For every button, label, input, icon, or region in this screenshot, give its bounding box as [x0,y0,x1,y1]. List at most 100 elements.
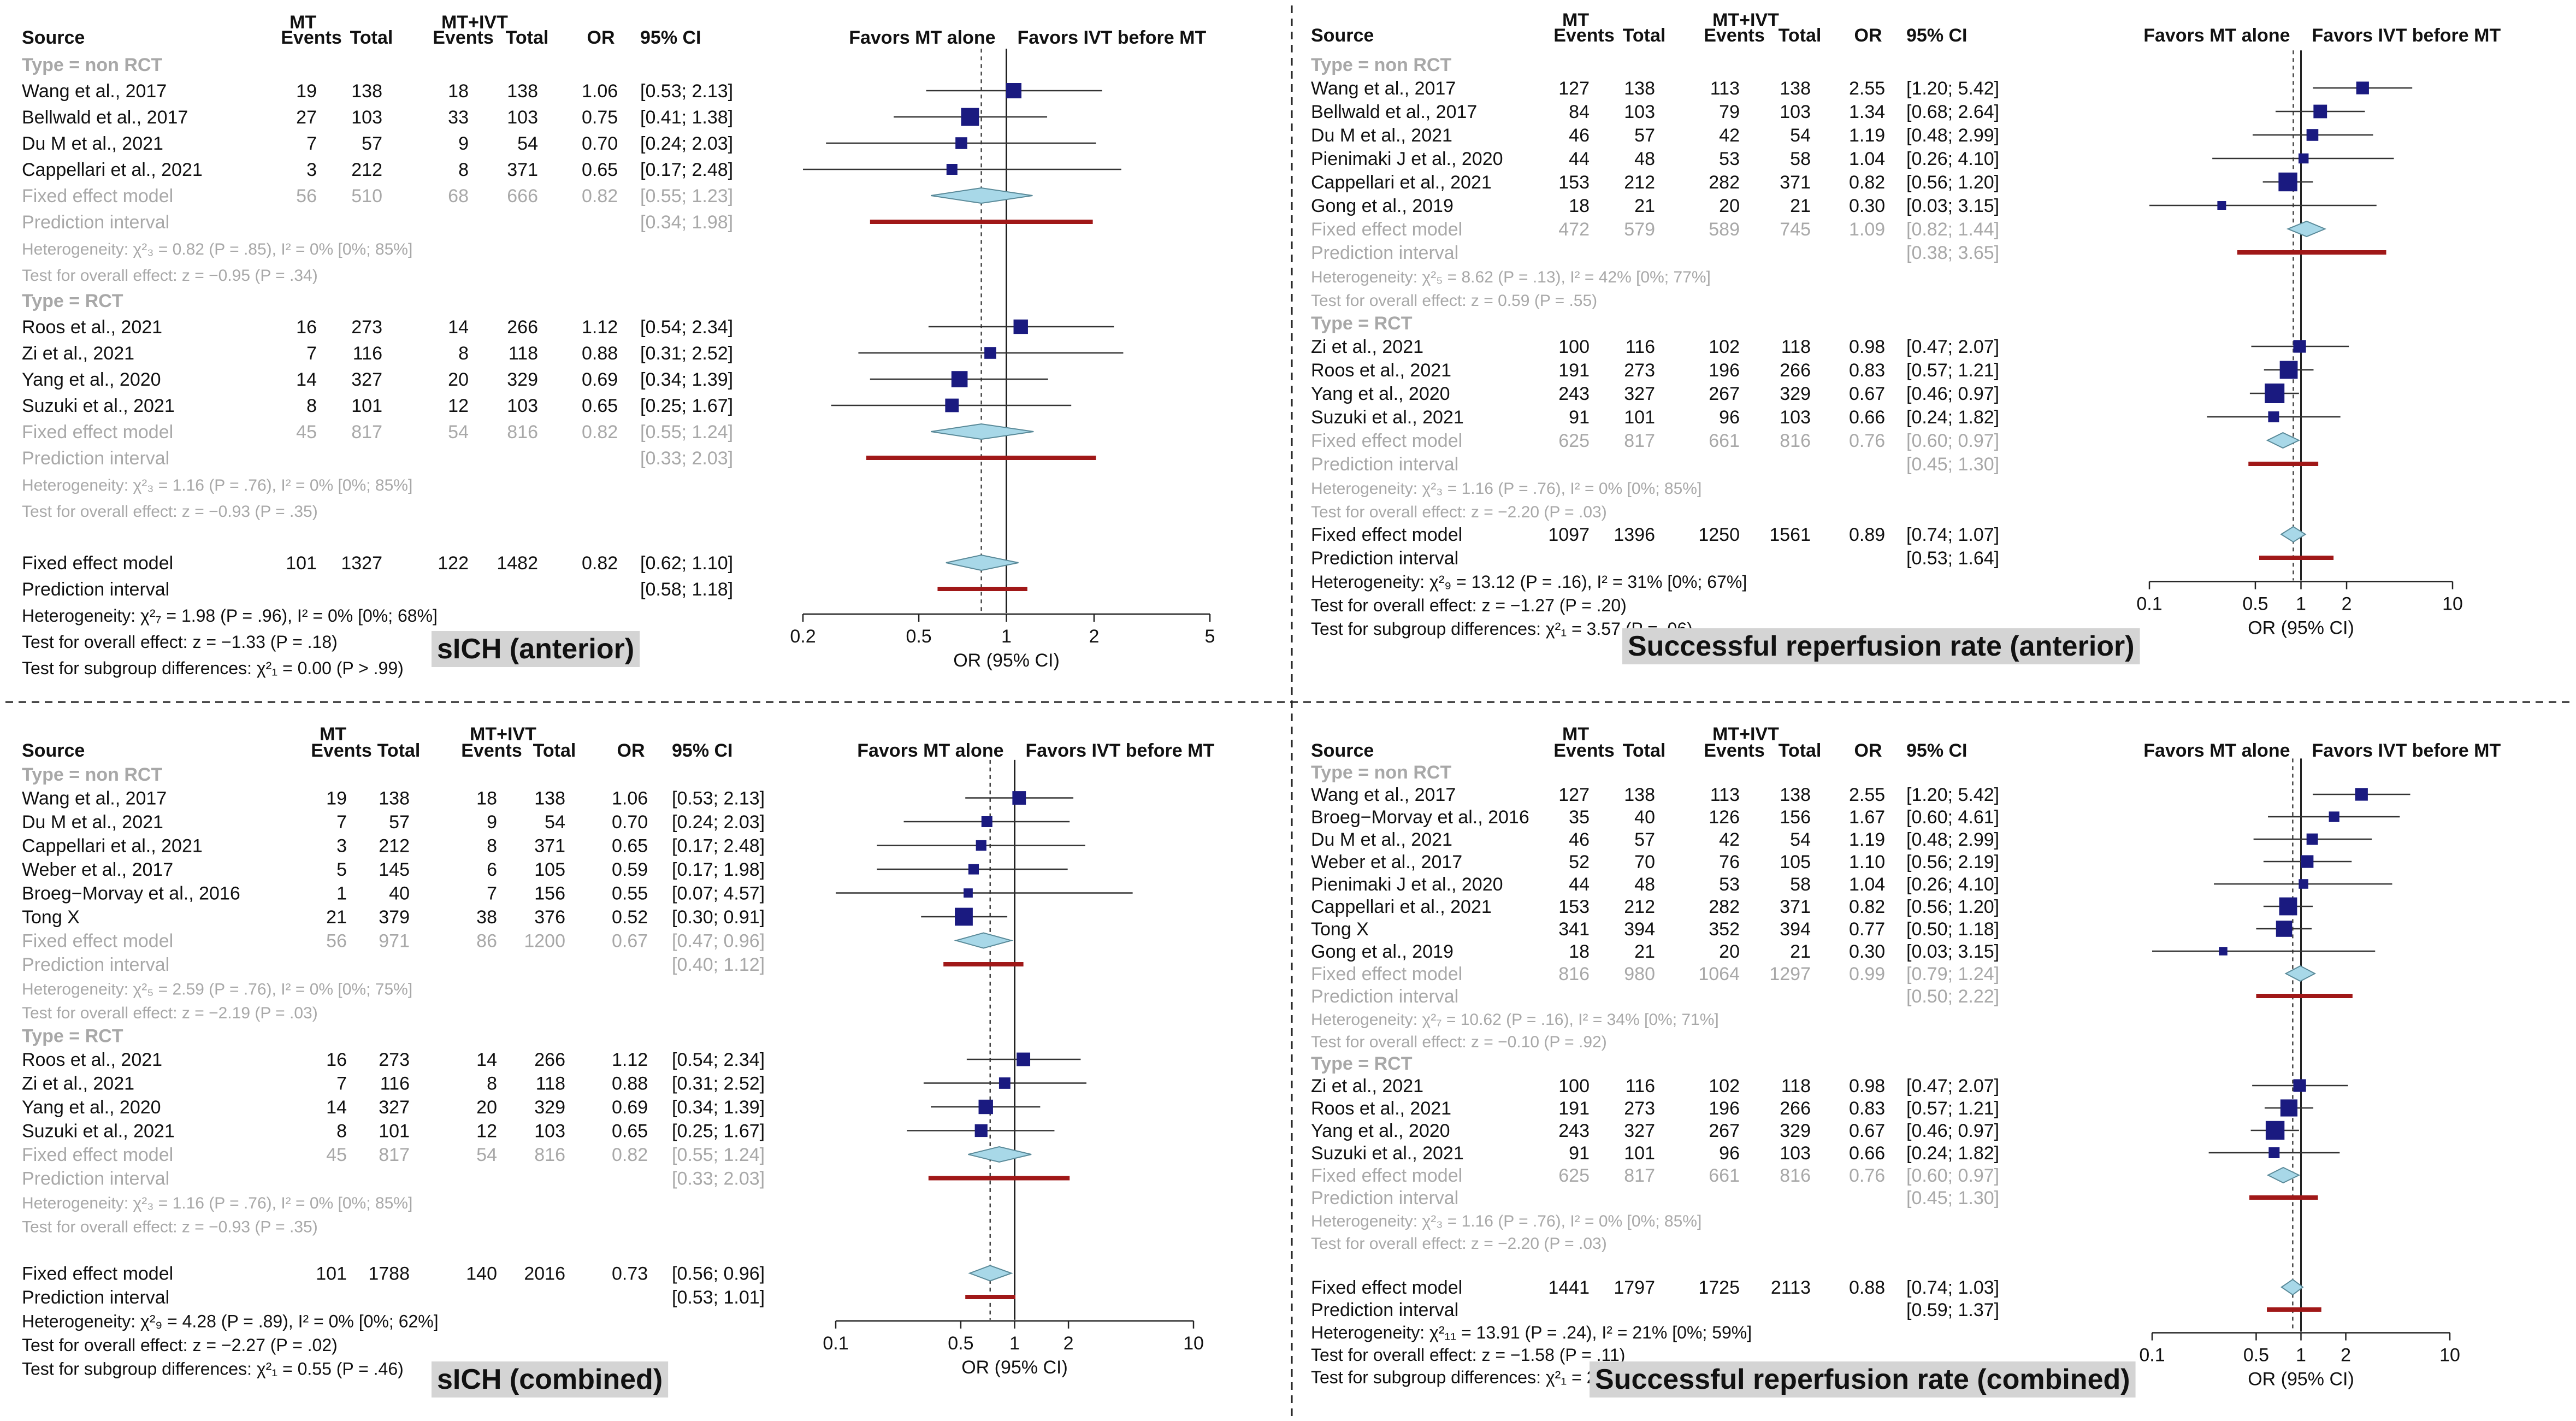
study-point-square [2293,340,2306,353]
panel-caption: Successful reperfusion rate (anterior) [1628,630,2135,662]
prediction-interval-label: Prediction interval [22,212,169,233]
study-point-square [2265,384,2285,403]
header-favors-right: Favors IVT before MT [1018,27,1207,48]
or-value: 1.34 [1849,102,1885,122]
ci-value: [0.57; 1.21] [1906,1098,1999,1119]
mtivt-total: 105 [1780,852,1811,872]
x-tick-label: 1 [2296,594,2306,615]
study-label: Du M et al., 2021 [22,133,163,154]
x-tick-label: 0.5 [948,1333,973,1354]
or-value: 0.77 [1849,919,1885,940]
study-point-square [2299,153,2309,164]
mt-events: 816 [1558,964,1590,984]
ci-value: [0.60; 4.61] [1906,807,1999,828]
or-value: 0.82 [582,422,618,443]
prediction-interval-label: Prediction interval [22,1287,169,1308]
ci-value: [0.03; 3.15] [1906,941,1999,962]
mt-total: 138 [379,788,410,809]
study-label: Zi et al., 2021 [1311,337,1423,357]
study-label: Du M et al., 2021 [22,812,163,833]
subgroup-label: Type = non RCT [22,55,162,75]
header-source: Source [22,740,85,761]
mtivt-events: 33 [448,107,469,128]
or-value: 0.52 [612,907,648,928]
panel-caption: sICH (anterior) [437,633,634,665]
ci-value: [0.55; 1.24] [640,422,733,443]
or-value: 0.88 [582,343,618,364]
stat-note: Test for subgroup differences: χ²₁ = 0.0… [22,658,404,678]
mtivt-total: 816 [507,422,538,443]
x-tick-label: 5 [1205,626,1215,647]
or-value: 0.65 [582,160,618,180]
mtivt-events: 196 [1709,1098,1740,1119]
header-ci: 95% CI [1906,740,1968,761]
study-label: Gong et al., 2019 [1311,196,1454,216]
or-value: 0.76 [1849,431,1885,451]
x-axis-label: OR (95% CI) [2248,618,2354,639]
mtivt-total: 266 [534,1049,565,1070]
ci-value: [0.74; 1.03] [1906,1277,1999,1298]
mt-total: 138 [351,81,382,102]
stat-note: Test for overall effect: z = −0.93 (P = … [22,1218,318,1236]
mtivt-total: 816 [1780,1165,1811,1186]
panel-caption: sICH (combined) [437,1364,663,1395]
header-ci: 95% CI [672,740,733,761]
mtivt-events: 140 [466,1264,497,1284]
caption-background [432,631,640,667]
mt-events: 44 [1569,874,1590,895]
mt-total: 101 [379,1121,410,1142]
prediction-interval-label: Prediction interval [22,448,169,469]
study-point-square [2265,1121,2285,1140]
mt-events: 56 [296,186,317,207]
mtivt-events: 352 [1709,919,1740,940]
ci-value: [0.55; 1.24] [672,1145,765,1165]
mt-total: 579 [1624,219,1655,240]
mt-total: 48 [1634,149,1655,169]
or-value: 0.75 [582,107,618,128]
header-mtivt: MT+IVT [1712,724,1779,745]
ci-value: [0.31; 2.52] [640,343,733,364]
mtivt-events: 18 [448,81,469,102]
or-value: 0.69 [612,1097,648,1118]
ci-value: [0.41; 1.38] [640,107,733,128]
ci-value: [0.56; 1.20] [1906,172,1999,193]
mt-total: 394 [1624,919,1655,940]
or-value: 1.04 [1849,874,1885,895]
study-label: Weber et al., 2017 [1311,852,1462,872]
ci-value: [0.34; 1.98] [640,212,733,233]
or-value: 0.99 [1849,964,1885,984]
ci-value: [1.20; 5.42] [1906,78,1999,99]
mtivt-events: 54 [476,1145,497,1165]
mtivt-events: 76 [1719,852,1740,872]
stat-note: Test for overall effect: z = −1.27 (P = … [1311,595,1627,615]
mt-total: 101 [351,396,382,416]
mt-events: 7 [306,343,317,364]
study-point-square [955,137,967,149]
or-value: 0.59 [612,859,648,880]
stat-note: Heterogeneity: χ²₁₁ = 13.91 (P = .24), I… [1311,1323,1752,1342]
mtivt-events: 20 [476,1097,497,1118]
mtivt-events: 20 [1719,941,1740,962]
ci-value: [0.03; 3.15] [1906,196,1999,216]
mtivt-total: 2113 [1771,1277,1811,1298]
ci-value: [0.55; 1.23] [640,186,733,207]
ci-value: [0.07; 4.57] [672,883,765,904]
or-value: 0.70 [612,812,648,833]
mt-total: 971 [379,931,410,952]
ci-value: [0.24; 1.82] [1906,1143,1999,1164]
header-total-2: Total [533,740,576,761]
or-value: 0.30 [1849,941,1885,962]
header-or: OR [617,740,645,761]
study-point-square [999,1077,1011,1089]
header-source: Source [22,27,85,48]
study-label: Zi et al., 2021 [22,1074,134,1094]
study-label: Pienimaki J et al., 2020 [1311,874,1503,895]
mt-events: 1 [336,883,347,904]
ci-value: [0.53; 1.01] [672,1287,765,1308]
mtivt-events: 53 [1719,874,1740,895]
header-mtivt: MT+IVT [1712,10,1779,31]
x-axis-label: OR (95% CI) [953,650,1060,671]
